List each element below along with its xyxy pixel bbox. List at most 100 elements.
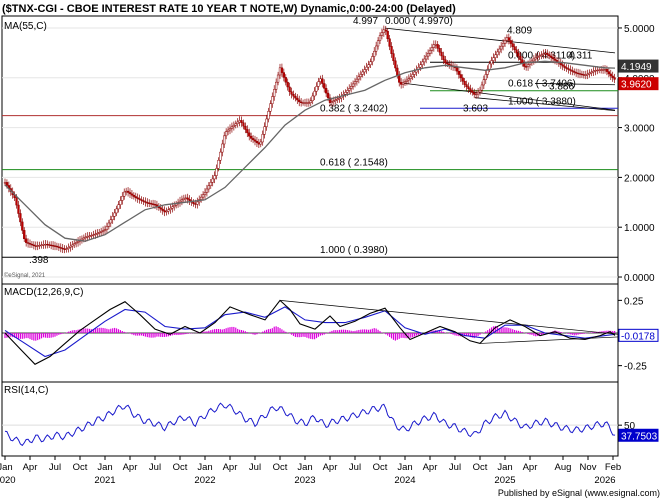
candle-body [175, 203, 178, 206]
candle-body [25, 238, 28, 243]
candle-body [88, 235, 91, 237]
x-tick-label: Oct [373, 462, 388, 473]
candle-body [511, 43, 514, 47]
candle-body [588, 72, 591, 75]
candle-body [357, 76, 360, 80]
candle-body [442, 55, 445, 61]
candle-body [361, 71, 364, 75]
candle-body [76, 241, 80, 243]
candle-body [455, 67, 459, 72]
candle-body [611, 75, 614, 78]
candle-body [446, 62, 449, 65]
candle-body [319, 78, 322, 82]
candle-body [196, 201, 199, 205]
candle-body [228, 128, 232, 131]
candle-body [571, 70, 574, 72]
candle-body [40, 244, 43, 246]
fib-label: 0.382 ( 3.2402) [320, 104, 388, 115]
candle-body [290, 91, 293, 95]
price-annotation: 3.603 [463, 104, 488, 115]
macd-last-value-box [618, 328, 659, 342]
candle-body [500, 45, 503, 50]
price-y-tick-label: 5.0000 [624, 24, 655, 35]
candle-body [421, 61, 424, 65]
candle-body [569, 69, 572, 71]
candle-body [276, 74, 280, 83]
x-tick-label: Jan [197, 462, 212, 473]
candle-body [280, 67, 284, 73]
candle-body [55, 245, 59, 248]
price-last-value: 3.9620 [621, 80, 652, 91]
candle-body [344, 92, 347, 95]
candle-body [107, 222, 110, 227]
price-annotation: 0.000 ( 4.9970) [385, 16, 453, 27]
candle-body [325, 88, 328, 94]
candle-body [498, 48, 501, 53]
x-tick-label: Jul [449, 462, 461, 473]
candle-body [303, 102, 307, 104]
candle-body [201, 194, 205, 198]
candle-body [390, 46, 393, 54]
x-tick-label: Nov [580, 462, 597, 473]
ma-line [4, 60, 616, 242]
rsi-panel [1, 381, 619, 457]
candle-body [242, 122, 245, 127]
x-tick-label: Apr [523, 462, 538, 473]
candle-body [92, 234, 95, 236]
candle-body [200, 196, 203, 200]
macd-trendline [279, 300, 619, 335]
rsi-last-value-box [618, 428, 659, 442]
price-y-tick-label: 2.0000 [624, 173, 655, 184]
candle-body [438, 48, 441, 53]
candle-body [223, 135, 226, 145]
candle-body [496, 51, 499, 56]
fib-label: 1.000 ( 0.3980) [320, 245, 388, 256]
candle-body [486, 68, 489, 75]
x-tick-label: Apr [23, 462, 38, 473]
candle-body [484, 74, 487, 80]
candle-body [15, 197, 18, 206]
candle-body [19, 213, 22, 223]
candle-body [38, 244, 41, 247]
price-y-tick-label: 0.0000 [624, 273, 655, 284]
candle-body [311, 95, 314, 102]
candle-body [492, 57, 495, 61]
candle-body [232, 124, 235, 128]
candle-body [544, 52, 547, 55]
candle-body [475, 93, 478, 96]
candle-body [521, 59, 524, 64]
candle-body [30, 243, 34, 246]
price-annotation: 4.311 [568, 50, 593, 61]
candle-body [332, 100, 335, 102]
candle-body [61, 247, 64, 250]
x-tick-label: Aug [555, 462, 572, 473]
candle-body [144, 201, 147, 203]
candle-body [171, 206, 174, 209]
fib-label: 0.618 ( 3.7406) [508, 79, 576, 90]
candle-body [136, 197, 139, 199]
candle-body [32, 244, 35, 246]
candle-body [184, 197, 187, 199]
candle-body [532, 58, 535, 62]
candle-body [596, 69, 599, 72]
candle-body [234, 123, 237, 126]
candle-body [213, 175, 216, 180]
candle-body [594, 70, 597, 72]
candle-body [440, 51, 443, 57]
candle-body [507, 37, 510, 41]
candle-body [240, 120, 243, 124]
trendlines [384, 27, 616, 112]
candle-body [607, 71, 610, 75]
candle-body [150, 203, 153, 205]
candle-body [36, 245, 39, 247]
candle-body [350, 86, 353, 89]
candle-body [315, 86, 318, 92]
candle-body [490, 60, 493, 65]
x-tick-label: Jan [297, 462, 312, 473]
candle-body [478, 89, 482, 93]
macd-y-tick-label: -0.25 [624, 362, 647, 373]
candle-body [125, 190, 128, 193]
candle-body [600, 69, 603, 71]
macd-label: MACD(12,26,9,C) [4, 287, 83, 298]
candle-body [459, 74, 462, 79]
